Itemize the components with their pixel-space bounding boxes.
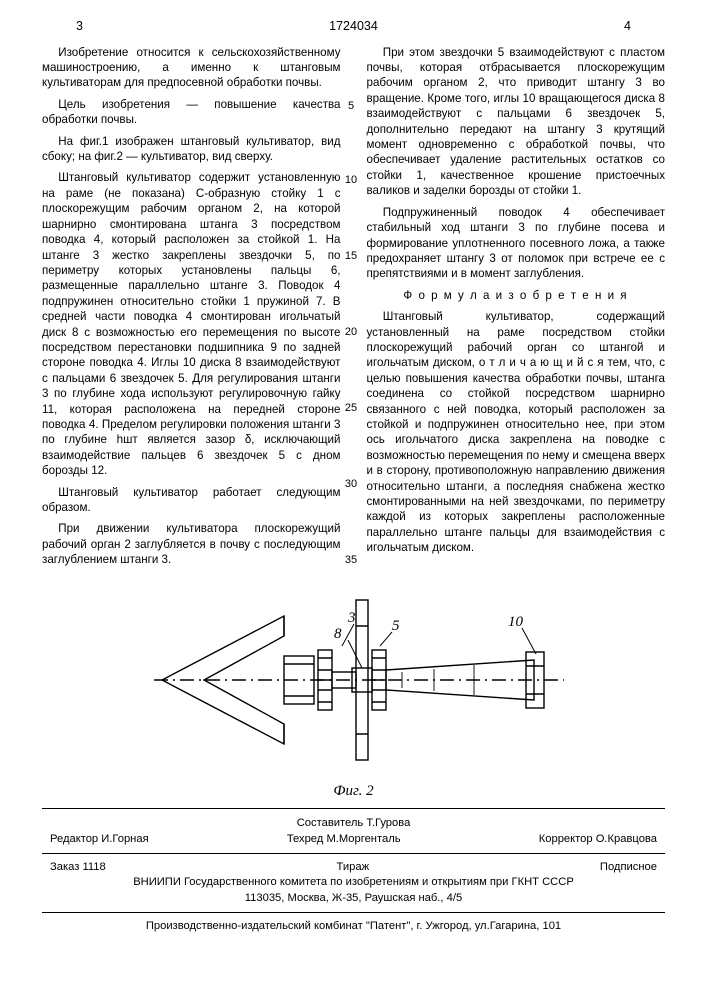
columns-wrapper: 5 10 15 20 25 30 35 Изобретение относитс… xyxy=(42,45,665,574)
line-number: 10 xyxy=(342,173,360,188)
figure-2: 3 5 8 10 Фиг. 2 xyxy=(42,580,665,802)
paragraph: Цель изобретения — повышение качества об… xyxy=(42,97,341,128)
paragraph: Подпружиненный поводок 4 обеспечивает ст… xyxy=(367,205,666,282)
patent-number: 1724034 xyxy=(329,18,378,35)
paragraph: Штанговый культиватор, содержащий устано… xyxy=(367,309,666,556)
techred: Техред М.Моргенталь xyxy=(287,831,401,847)
compiler-line: Составитель Т.Гурова xyxy=(42,815,665,831)
editor-label: Редактор xyxy=(50,833,98,845)
institution: ВНИИПИ Государственного комитета по изоб… xyxy=(42,875,665,906)
corrector: Корректор О.Кравцова xyxy=(539,831,657,847)
callout-5: 5 xyxy=(392,618,400,634)
line-number: 25 xyxy=(342,401,360,416)
paragraph: При движении культиватора плоскорежущий … xyxy=(42,521,341,567)
left-column: Изобретение относится к сельскохозяйстве… xyxy=(42,45,341,574)
callout-3: 3 xyxy=(347,610,356,626)
credits-block: Составитель Т.Гурова Редактор И.Горная Т… xyxy=(42,815,665,847)
editor-name: И.Горная xyxy=(101,833,148,845)
order-number: Заказ 1118 xyxy=(50,860,106,875)
callout-8: 8 xyxy=(334,626,342,642)
subscription: Подписное xyxy=(600,860,657,875)
callout-10: 10 xyxy=(508,614,524,630)
footer-line: Производственно-издательский комбинат "П… xyxy=(42,919,665,934)
divider xyxy=(42,912,665,913)
credits-row: Редактор И.Горная Техред М.Моргенталь Ко… xyxy=(42,831,665,847)
line-number: 35 xyxy=(342,553,360,568)
paragraph: Штанговый культиватор работает следующим… xyxy=(42,485,341,516)
institution-line1: ВНИИПИ Государственного комитета по изоб… xyxy=(42,875,665,891)
order-row: Заказ 1118 Тираж Подписное xyxy=(42,860,665,875)
techred-label: Техред xyxy=(287,833,324,845)
figure-label: Фиг. 2 xyxy=(42,782,665,802)
tirazh: Тираж xyxy=(337,860,370,875)
compiler-name: Т.Гурова xyxy=(366,817,410,829)
page-header: 3 1724034 4 xyxy=(42,18,665,35)
corrector-label: Корректор xyxy=(539,833,593,845)
text-columns: Изобретение относится к сельскохозяйстве… xyxy=(42,45,665,574)
divider xyxy=(42,853,665,854)
editor: Редактор И.Горная xyxy=(50,831,149,847)
line-number: 30 xyxy=(342,477,360,492)
figure-svg: 3 5 8 10 xyxy=(134,580,574,780)
line-number: 15 xyxy=(342,249,360,264)
line-number: 20 xyxy=(342,325,360,340)
divider xyxy=(42,808,665,809)
paragraph: На фиг.1 изображен штанговый культиватор… xyxy=(42,134,341,165)
compiler-label: Составитель xyxy=(297,817,364,829)
techred-name: М.Моргенталь xyxy=(326,833,400,845)
page: 3 1724034 4 5 10 15 20 25 30 35 Изобрете… xyxy=(0,0,707,956)
paragraph: Штанговый культиватор содержит установле… xyxy=(42,170,341,478)
corrector-name: О.Кравцова xyxy=(596,833,657,845)
right-column: При этом звездочки 5 взаимодействуют с п… xyxy=(367,45,666,574)
paragraph: Изобретение относится к сельскохозяйстве… xyxy=(42,45,341,91)
page-number-right: 4 xyxy=(624,18,631,35)
formula-title: Ф о р м у л а и з о б р е т е н и я xyxy=(367,288,666,303)
page-number-left: 3 xyxy=(76,18,83,35)
institution-line2: 113035, Москва, Ж-35, Раушская наб., 4/5 xyxy=(42,891,665,907)
line-number: 5 xyxy=(342,99,360,114)
paragraph: При этом звездочки 5 взаимодействуют с п… xyxy=(367,45,666,199)
